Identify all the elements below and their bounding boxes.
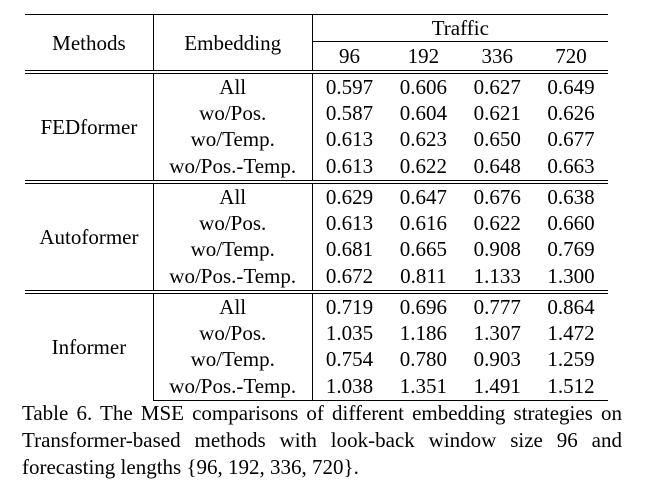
mse-value-cell: 0.649	[534, 70, 608, 100]
table-row: FEDformer All 0.597 0.606 0.627 0.649	[25, 70, 608, 182]
mse-value-cell: 0.622	[473, 211, 521, 235]
mse-value-cell: 0.613	[325, 211, 374, 235]
mse-value-cell: 0.622	[399, 154, 447, 178]
dataset-header: Traffic	[312, 14, 608, 42]
table-row: wo/Pos.-Temp. 1.038 1.351 1.491 1.512	[25, 372, 608, 401]
mse-value-cell: 1.472	[547, 321, 595, 345]
table-row: wo/Pos.-Temp. 0.672 0.811 1.133 1.300	[25, 262, 608, 292]
embedding-cell: wo/Temp.	[153, 126, 313, 152]
horizon-header: 336	[481, 44, 513, 68]
mse-value-cell: 0.613	[325, 127, 374, 151]
table-row: wo/Pos. 0.613 0.616 0.622 0.660	[25, 210, 608, 236]
mse-value-cell: 1.307	[473, 321, 521, 345]
mse-value-cell: 0.811	[400, 264, 447, 288]
method-name: Informer	[25, 290, 154, 401]
mse-value-cell: 1.038	[312, 372, 387, 401]
embedding-cell: wo/Pos.	[153, 210, 313, 236]
table-caption: Table 6. The MSE comparisons of differen…	[22, 401, 622, 479]
method-name: FEDformer	[25, 70, 154, 182]
mse-value-cell: 0.908	[473, 237, 521, 261]
mse-value-cell: 0.621	[473, 101, 521, 125]
mse-value-cell: 0.903	[473, 347, 521, 371]
mse-value-cell: 0.638	[534, 180, 608, 210]
mse-value-cell: 0.672	[325, 264, 374, 288]
table-row: wo/Pos. 1.035 1.186 1.307 1.472	[25, 320, 608, 346]
methods-header: Methods	[25, 14, 154, 72]
mse-value-cell: 0.626	[547, 101, 595, 125]
mse-value-cell: 0.777	[460, 290, 535, 320]
mse-value-cell: 0.648	[473, 154, 521, 178]
method-group: Autoformer All 0.629 0.647 0.676 0.638 wo/Pos.…	[25, 180, 608, 292]
mse-value-cell: 0.627	[460, 70, 535, 100]
mse-value-cell: 0.597	[312, 70, 387, 100]
horizon-header: 720	[555, 44, 587, 68]
mse-value-cell: 0.647	[386, 180, 461, 210]
table-row: Autoformer All 0.629 0.647 0.676 0.638	[25, 180, 608, 292]
mse-value-cell: 1.186	[399, 321, 447, 345]
mse-value-cell: 0.676	[460, 180, 535, 210]
mse-value-cell: 0.616	[399, 211, 447, 235]
table-header: Methods Embedding Traffic 96 192 336 720	[25, 14, 608, 72]
mse-value-cell: 0.665	[399, 237, 447, 261]
mse-value-cell: 0.660	[547, 211, 595, 235]
table-row: wo/Pos.-Temp. 0.613 0.622 0.648 0.663	[25, 152, 608, 182]
mse-value-cell: 0.769	[547, 237, 595, 261]
mse-value-cell: 1.133	[473, 264, 521, 288]
embedding-cell: wo/Temp.	[153, 346, 313, 372]
mse-value-cell: 1.351	[386, 372, 461, 401]
embedding-cell: wo/Temp.	[153, 236, 313, 262]
mse-value-cell: 1.259	[547, 347, 595, 371]
table-row: wo/Temp. 0.754 0.780 0.903 1.259	[25, 346, 608, 372]
embedding-cell: wo/Pos.-Temp.	[153, 152, 313, 182]
embedding-cell: wo/Pos.	[153, 100, 313, 126]
method-group: Informer All 0.719 0.696 0.777 0.864 wo/Pos. 1.…	[25, 290, 608, 401]
horizon-header: 96	[339, 44, 361, 68]
table-row: wo/Temp. 0.613 0.623 0.650 0.677	[25, 126, 608, 152]
mse-value-cell: 0.663	[547, 154, 595, 178]
mse-value-cell: 0.719	[312, 290, 387, 320]
table-row: wo/Temp. 0.681 0.665 0.908 0.769	[25, 236, 608, 262]
mse-value-cell: 0.606	[386, 70, 461, 100]
embedding-cell: All	[153, 70, 313, 100]
mse-value-cell: 0.754	[325, 347, 374, 371]
mse-value-cell: 0.604	[399, 101, 447, 125]
mse-value-cell: 0.780	[399, 347, 447, 371]
method-group: FEDformer All 0.597 0.606 0.627 0.649 wo/Pos. 0…	[25, 70, 608, 182]
mse-value-cell: 0.864	[534, 290, 608, 320]
embedding-cell: wo/Pos.	[153, 320, 313, 346]
embedding-cell: All	[153, 180, 313, 210]
embedding-header: Embedding	[153, 14, 313, 72]
mse-value-cell: 0.587	[325, 101, 374, 125]
mse-value-cell: 0.650	[473, 127, 521, 151]
mse-value-cell: 0.696	[386, 290, 461, 320]
embedding-cell: wo/Pos.-Temp.	[153, 262, 313, 292]
mse-value-cell: 1.035	[325, 321, 374, 345]
mse-value-cell: 1.491	[460, 372, 535, 401]
mse-value-cell: 0.677	[547, 127, 595, 151]
mse-value-cell: 0.623	[399, 127, 447, 151]
table-row: wo/Pos. 0.587 0.604 0.621 0.626	[25, 100, 608, 126]
mse-value-cell: 0.629	[312, 180, 387, 210]
embedding-cell: All	[153, 290, 313, 320]
horizon-header: 192	[407, 44, 440, 68]
mse-value-cell: 1.512	[534, 372, 608, 401]
method-name: Autoformer	[25, 180, 154, 292]
mse-value-cell: 0.613	[325, 154, 374, 178]
mse-value-cell: 0.681	[325, 237, 374, 261]
mse-value-cell: 1.300	[547, 264, 595, 288]
embedding-cell: wo/Pos.-Temp.	[153, 372, 313, 401]
results-table: Methods Embedding Traffic 96 192 336 720…	[25, 14, 608, 401]
table-row: Informer All 0.719 0.696 0.777 0.864	[25, 290, 608, 401]
